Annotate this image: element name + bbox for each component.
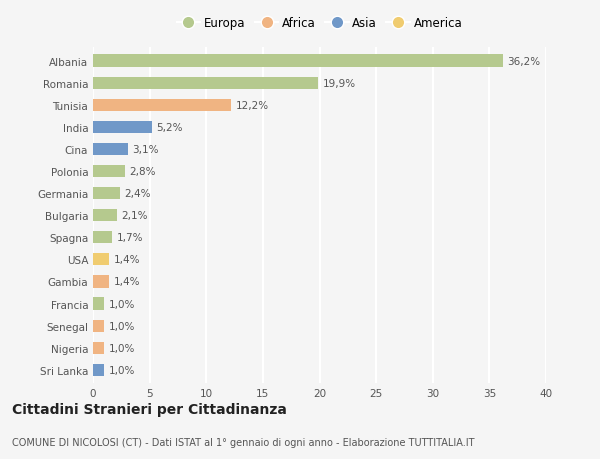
- Bar: [93, 232, 112, 244]
- Text: 1,4%: 1,4%: [113, 277, 140, 287]
- Text: 2,1%: 2,1%: [121, 211, 148, 221]
- Text: 1,0%: 1,0%: [109, 365, 135, 375]
- Bar: [93, 320, 104, 332]
- Bar: [93, 166, 125, 178]
- Text: 2,4%: 2,4%: [125, 189, 151, 199]
- Bar: [93, 298, 104, 310]
- Text: 5,2%: 5,2%: [157, 123, 183, 133]
- Text: 1,7%: 1,7%: [117, 233, 143, 243]
- Bar: [93, 276, 109, 288]
- Bar: [93, 100, 231, 112]
- Text: Cittadini Stranieri per Cittadinanza: Cittadini Stranieri per Cittadinanza: [12, 402, 287, 416]
- Bar: [93, 364, 104, 376]
- Bar: [93, 78, 319, 90]
- Text: 1,0%: 1,0%: [109, 343, 135, 353]
- Bar: [93, 144, 128, 156]
- Text: 1,4%: 1,4%: [113, 255, 140, 265]
- Text: 3,1%: 3,1%: [133, 145, 159, 155]
- Text: COMUNE DI NICOLOSI (CT) - Dati ISTAT al 1° gennaio di ogni anno - Elaborazione T: COMUNE DI NICOLOSI (CT) - Dati ISTAT al …: [12, 437, 475, 447]
- Text: 2,8%: 2,8%: [129, 167, 156, 177]
- Bar: [93, 342, 104, 354]
- Bar: [93, 188, 120, 200]
- Text: 19,9%: 19,9%: [323, 78, 356, 89]
- Text: 1,0%: 1,0%: [109, 299, 135, 309]
- Bar: [93, 210, 117, 222]
- Bar: [93, 56, 503, 67]
- Text: 36,2%: 36,2%: [508, 56, 541, 67]
- Bar: [93, 122, 152, 134]
- Text: 12,2%: 12,2%: [236, 101, 269, 111]
- Legend: Europa, Africa, Asia, America: Europa, Africa, Asia, America: [173, 14, 466, 34]
- Text: 1,0%: 1,0%: [109, 321, 135, 331]
- Bar: [93, 254, 109, 266]
